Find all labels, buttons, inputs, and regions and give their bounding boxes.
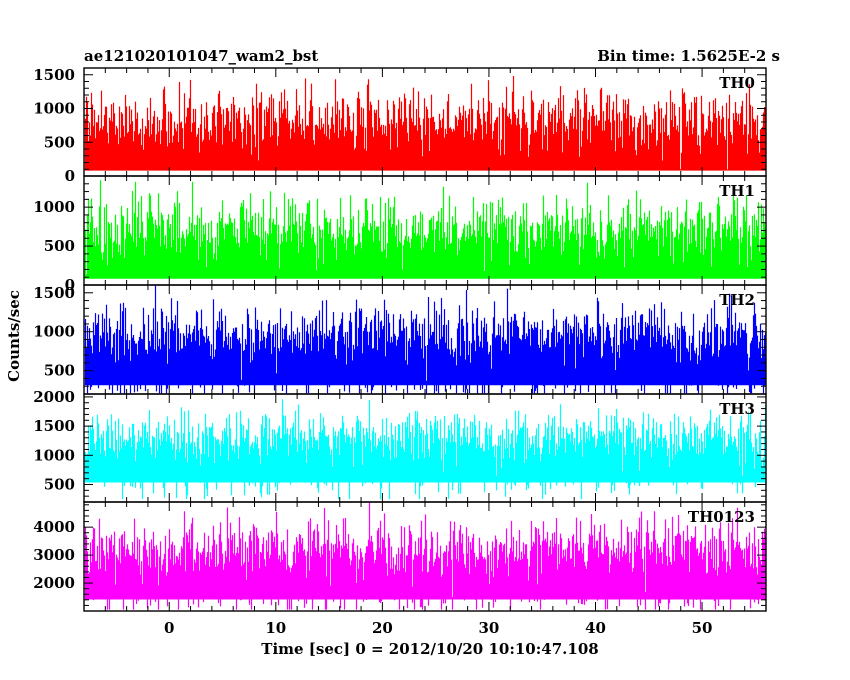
y-tick-label-th0: 1000: [33, 100, 75, 118]
y-axis-title: Counts/sec: [5, 290, 23, 382]
y-tick-label-th1: 0: [65, 276, 75, 294]
y-tick-label-th0: 0: [65, 167, 75, 185]
series-th3: [84, 399, 767, 500]
series-th0123: [84, 502, 767, 610]
y-tick-label-th2: 1500: [33, 284, 75, 302]
y-tick-label-th1: 500: [44, 237, 75, 255]
x-tick-label: 0: [164, 619, 174, 637]
series-th2: [84, 285, 767, 394]
y-tick-label-th0: 1500: [33, 66, 75, 84]
y-tick-label-th0123: 3000: [33, 546, 75, 564]
chart-title: ae121020101047_wam2_bst: [84, 47, 318, 65]
y-tick-label-th0123: 4000: [33, 518, 75, 536]
x-tick-label: 20: [372, 619, 393, 637]
y-tick-label-th2: 500: [44, 362, 75, 380]
x-tick-label: 50: [692, 619, 713, 637]
series-th0: [84, 76, 767, 171]
y-tick-label-th2: 1000: [33, 323, 75, 341]
panel-label-th2: TH2: [719, 291, 755, 309]
y-tick-label-th0: 500: [44, 133, 75, 151]
y-tick-label-th3: 1000: [33, 446, 75, 464]
panel-label-th3: TH3: [719, 400, 755, 418]
bin-time-label: Bin time: 1.5625E-2 s: [597, 47, 780, 65]
y-tick-label-th3: 500: [44, 475, 75, 493]
y-tick-label-th3: 1500: [33, 417, 75, 435]
x-tick-label: 30: [479, 619, 500, 637]
series-th1: [84, 180, 767, 279]
panel-label-th0: TH0: [719, 74, 755, 92]
x-axis-title: Time [sec] 0 = 2012/10/20 10:10:47.108: [261, 640, 598, 658]
x-tick-label: 40: [585, 619, 606, 637]
y-tick-label-th1: 1000: [33, 198, 75, 216]
panel-label-th0123: TH0123: [688, 508, 755, 526]
y-tick-label-th3: 2000: [33, 388, 75, 406]
x-tick-label: 10: [265, 619, 286, 637]
panel-label-th1: TH1: [719, 182, 755, 200]
y-tick-label-th0123: 2000: [33, 574, 75, 592]
